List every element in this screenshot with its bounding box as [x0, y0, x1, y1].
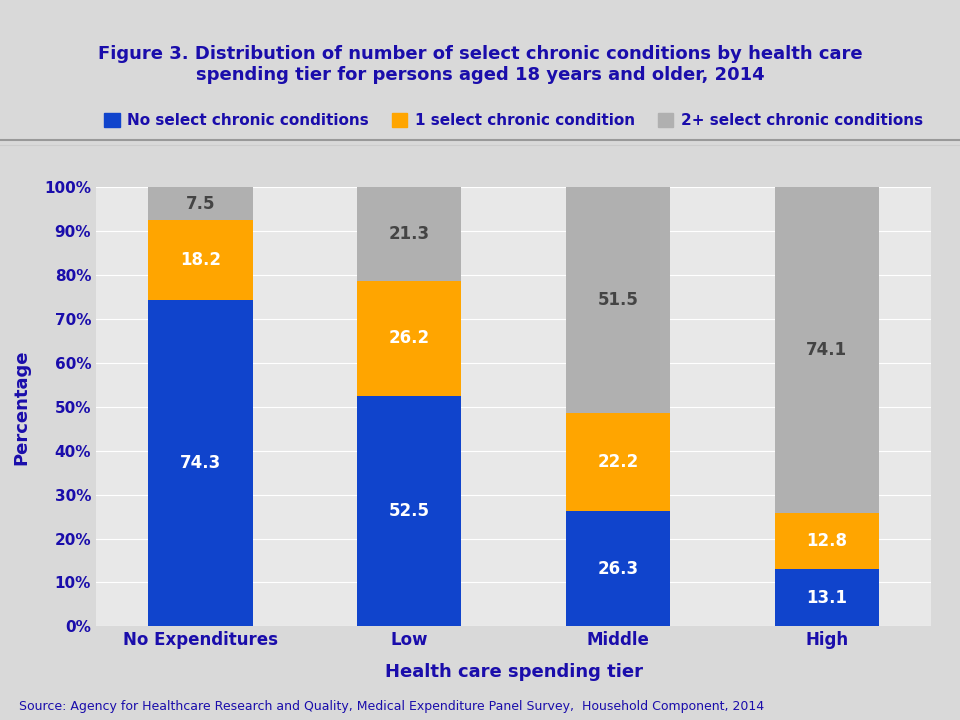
Legend: No select chronic conditions, 1 select chronic condition, 2+ select chronic cond: No select chronic conditions, 1 select c…: [98, 107, 929, 135]
Text: 12.8: 12.8: [806, 532, 848, 550]
Bar: [148, 220, 252, 300]
Text: 18.2: 18.2: [180, 251, 221, 269]
Bar: [775, 513, 879, 569]
Bar: [775, 187, 879, 513]
X-axis label: Health care spending tier: Health care spending tier: [385, 663, 642, 681]
Text: 22.2: 22.2: [597, 453, 638, 471]
Bar: [565, 511, 670, 626]
Text: 13.1: 13.1: [806, 589, 848, 607]
Bar: [565, 187, 670, 413]
Text: Source: Agency for Healthcare Research and Quality, Medical Expenditure Panel Su: Source: Agency for Healthcare Research a…: [19, 700, 764, 713]
Bar: [148, 300, 252, 626]
Text: 26.2: 26.2: [389, 329, 430, 347]
Y-axis label: Percentage: Percentage: [12, 349, 31, 464]
Bar: [357, 187, 462, 281]
Text: 51.5: 51.5: [597, 292, 638, 310]
Text: 74.3: 74.3: [180, 454, 221, 472]
Text: 74.1: 74.1: [806, 341, 848, 359]
Text: 52.5: 52.5: [389, 502, 430, 520]
Text: 26.3: 26.3: [597, 559, 638, 577]
Bar: [148, 187, 252, 220]
Bar: [357, 281, 462, 396]
Text: 21.3: 21.3: [389, 225, 430, 243]
Text: 7.5: 7.5: [185, 194, 215, 212]
Bar: [775, 569, 879, 626]
Bar: [357, 396, 462, 626]
Text: Figure 3. Distribution of number of select chronic conditions by health care
spe: Figure 3. Distribution of number of sele…: [98, 45, 862, 84]
Bar: [565, 413, 670, 511]
